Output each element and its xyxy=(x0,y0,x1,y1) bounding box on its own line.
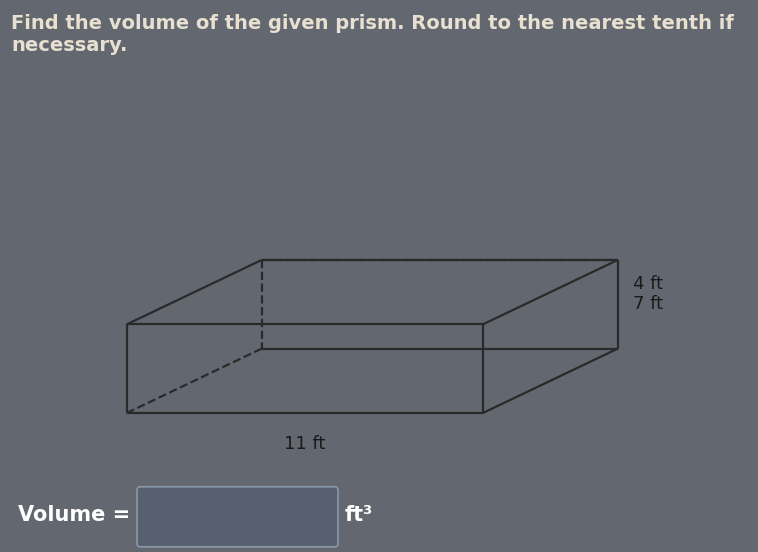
Text: 11 ft: 11 ft xyxy=(284,435,325,453)
Text: Volume =: Volume = xyxy=(18,505,130,525)
Text: necessary.: necessary. xyxy=(11,36,128,55)
Text: ft³: ft³ xyxy=(345,505,373,525)
Text: 4 ft: 4 ft xyxy=(633,275,663,293)
Text: Find the volume of the given prism. Round to the nearest tenth if: Find the volume of the given prism. Roun… xyxy=(11,14,735,33)
Text: 7 ft: 7 ft xyxy=(633,295,663,313)
FancyBboxPatch shape xyxy=(137,487,338,547)
